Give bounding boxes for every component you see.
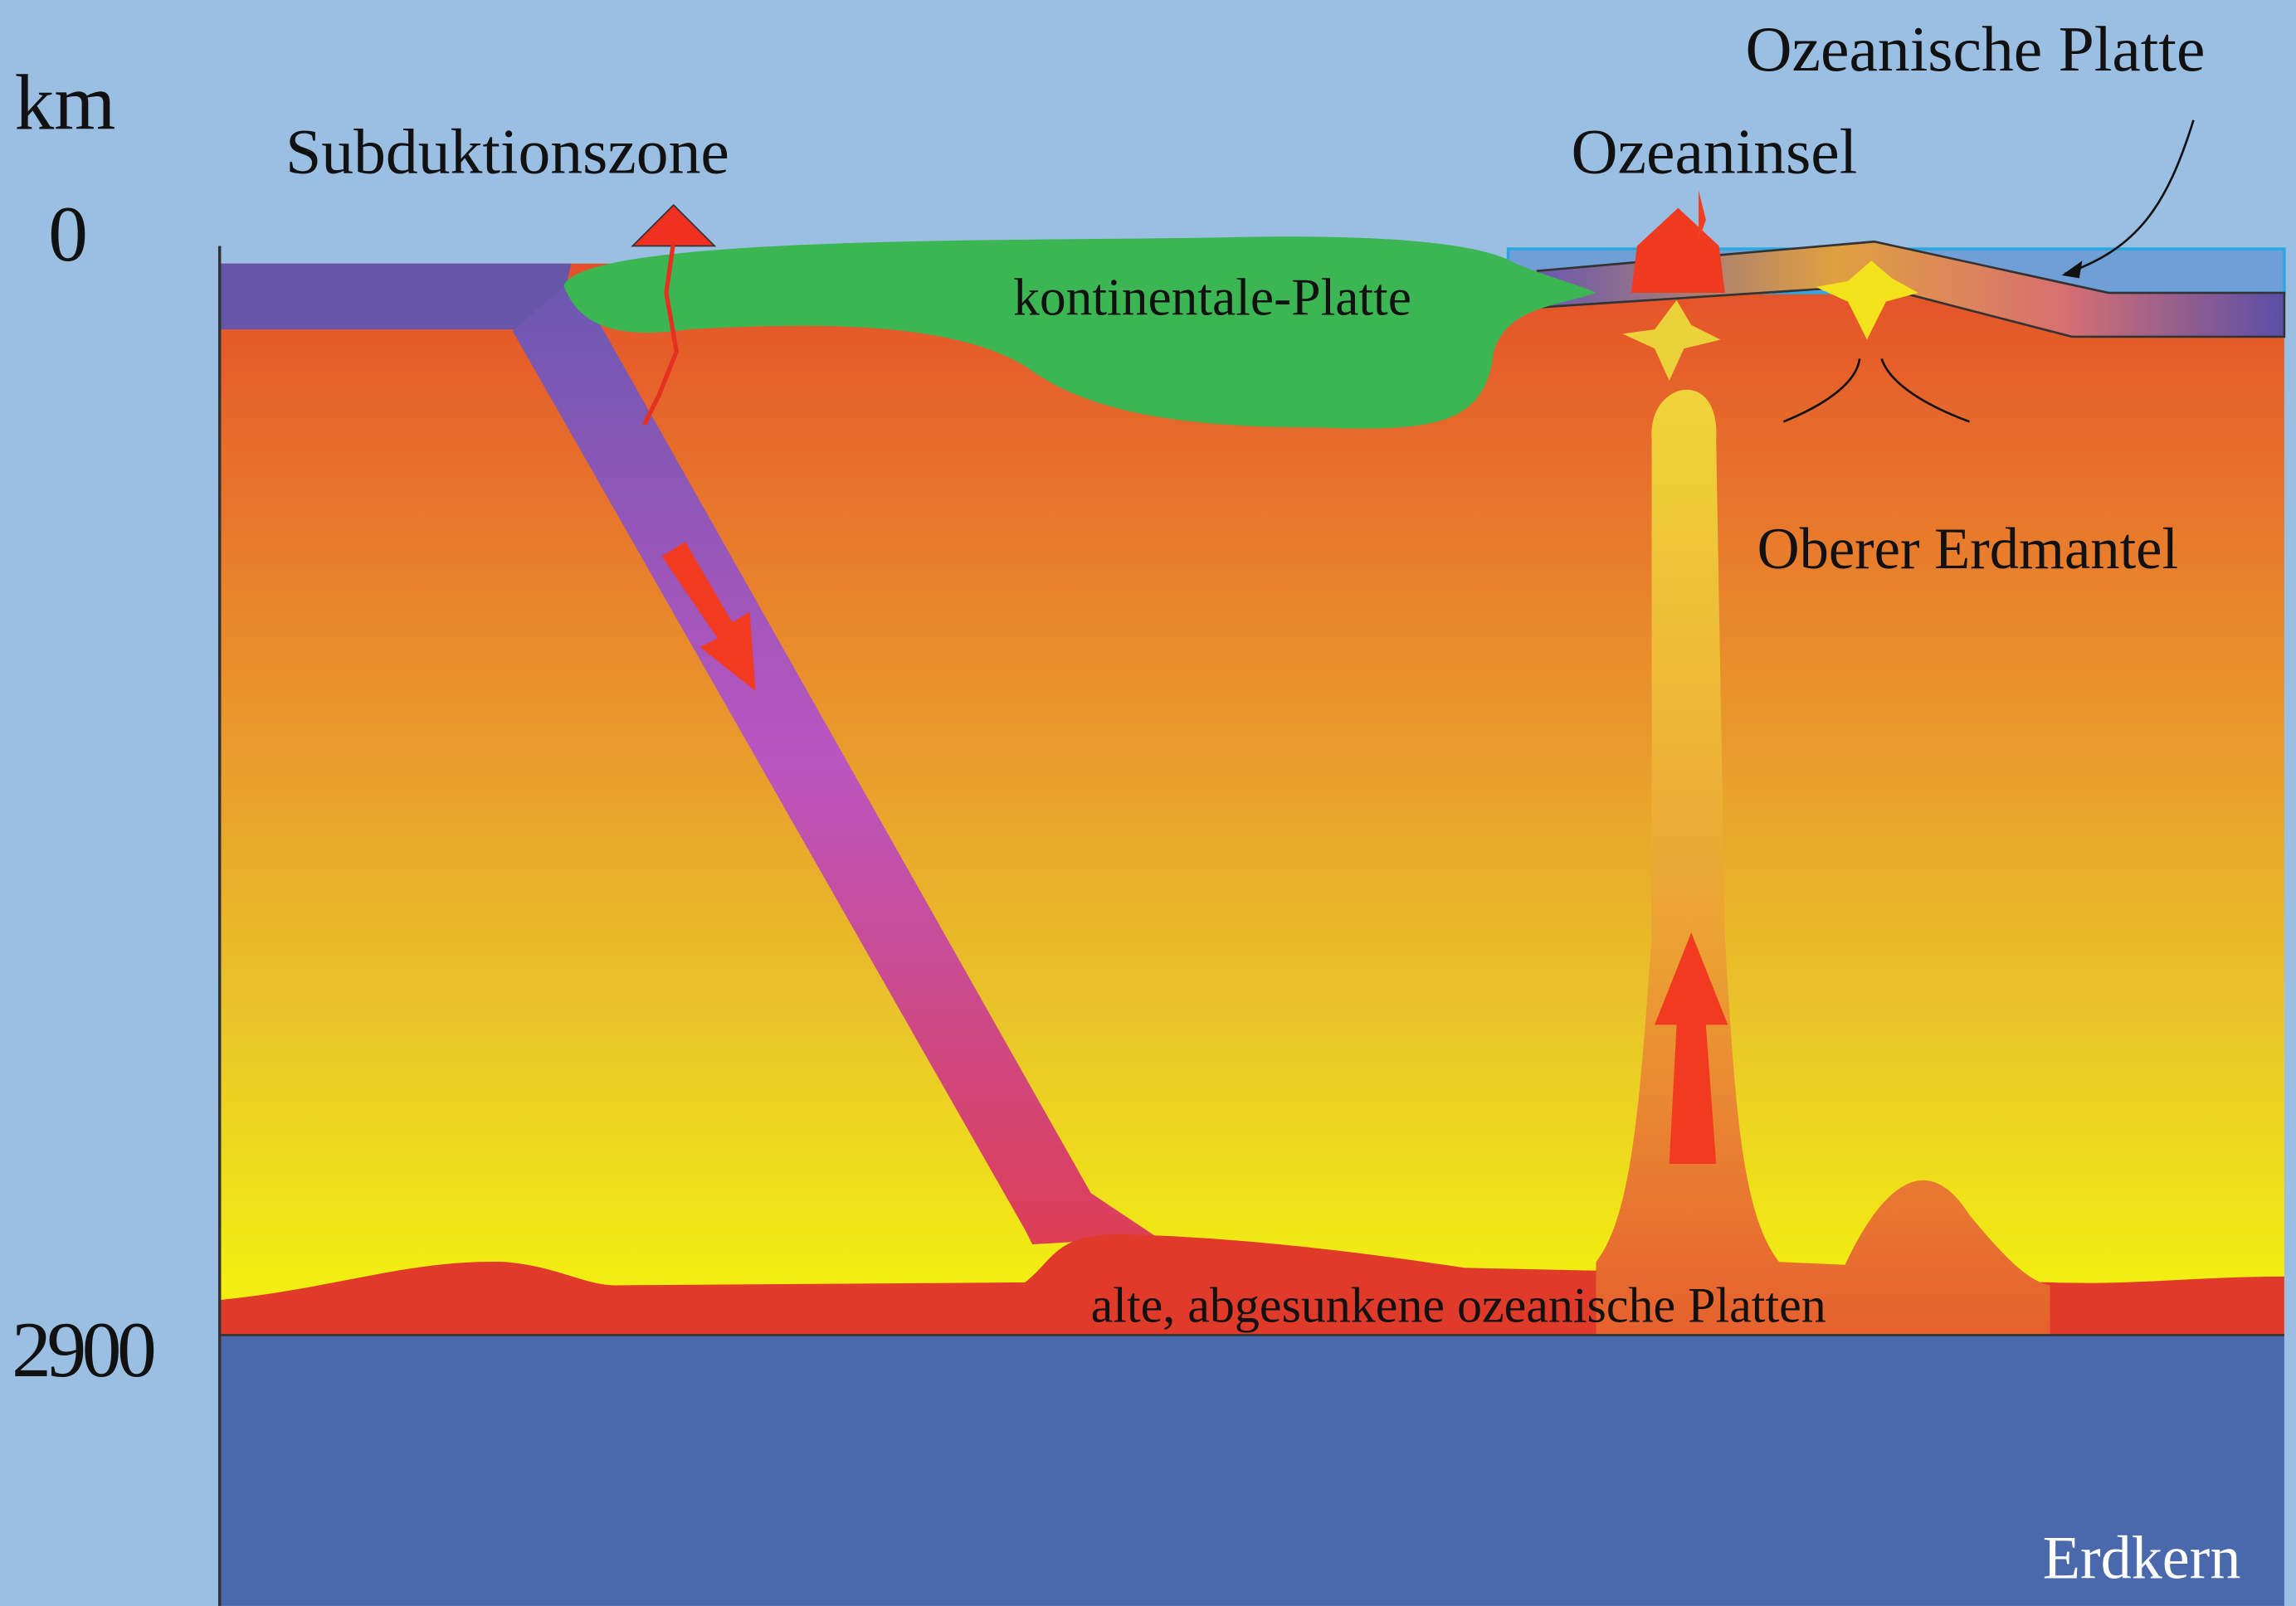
cross-section — [220, 236, 2284, 1606]
earth-core — [220, 1335, 2284, 1605]
subduction-label: Subduktionszone — [285, 115, 729, 187]
continental-plate-label: kontinentale-Platte — [1013, 267, 1411, 326]
crust-left — [220, 264, 572, 329]
depth-tick: 0 — [48, 190, 88, 278]
diagram: km 0 2900 Subduktionszone Ozeaninsel Oze… — [0, 0, 2296, 1606]
depth-unit: km — [15, 58, 116, 146]
ocean-island-label: Ozeaninsel — [1571, 115, 1857, 187]
oceanic-plate-label: Ozeanische Platte — [1745, 13, 2205, 85]
page: {"depth_axis": {"unit": "km", "ticks": [… — [0, 0, 2296, 1606]
depth-tick: 2900 — [12, 1306, 154, 1394]
core-label: Erdkern — [2043, 1524, 2241, 1592]
volcano — [1631, 208, 1725, 293]
old-slabs-label: alte, abgesunkene ozeanische Platten — [1091, 1278, 1826, 1333]
upper-mantle-label: Oberer Erdmantel — [1757, 517, 2179, 582]
volcano — [632, 205, 714, 246]
